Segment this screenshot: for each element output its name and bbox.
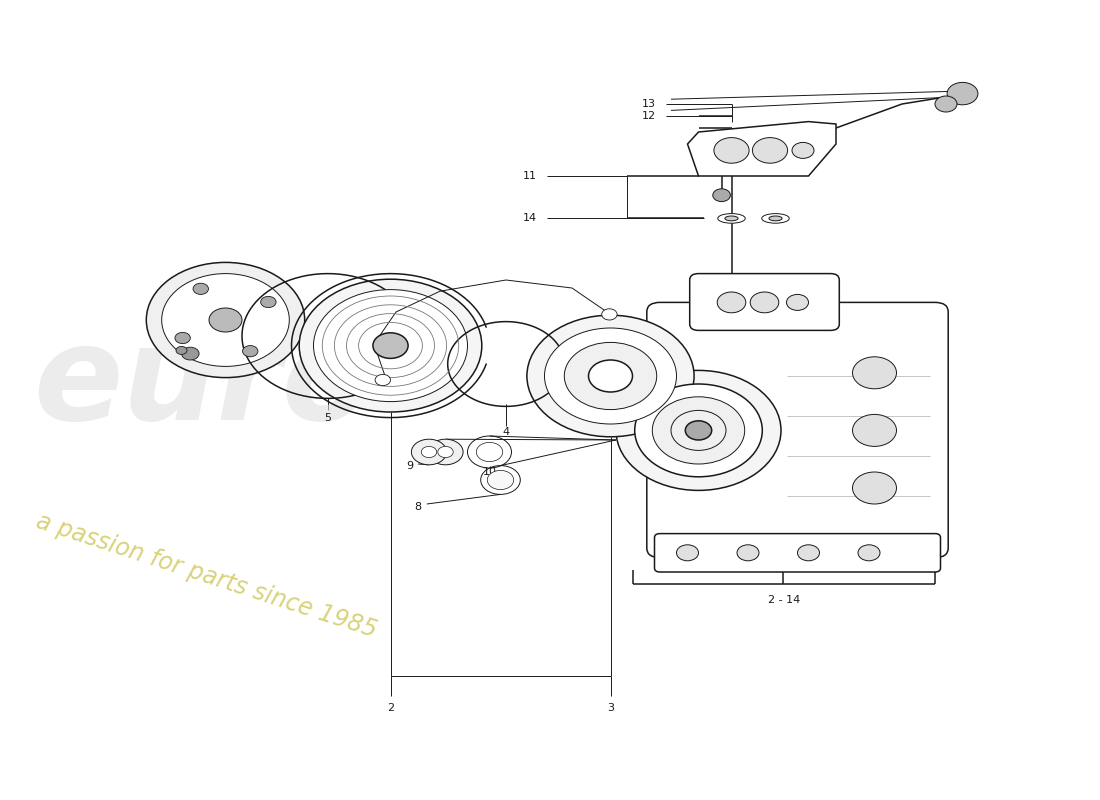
- Circle shape: [261, 297, 276, 308]
- Circle shape: [652, 397, 745, 464]
- Circle shape: [564, 342, 657, 410]
- Text: 6: 6: [224, 286, 231, 295]
- Text: 2: 2: [387, 703, 394, 713]
- Circle shape: [685, 421, 712, 440]
- Circle shape: [438, 446, 453, 458]
- Circle shape: [375, 374, 390, 386]
- Circle shape: [373, 333, 408, 358]
- Circle shape: [588, 360, 632, 392]
- Text: 14: 14: [522, 214, 537, 223]
- Ellipse shape: [725, 216, 738, 221]
- Text: 13: 13: [641, 99, 656, 109]
- Ellipse shape: [717, 214, 746, 223]
- Text: 3: 3: [607, 703, 614, 713]
- Circle shape: [487, 470, 514, 490]
- Circle shape: [935, 96, 957, 112]
- Circle shape: [314, 290, 468, 402]
- Circle shape: [544, 328, 676, 424]
- Text: 7: 7: [204, 286, 210, 295]
- Circle shape: [852, 357, 896, 389]
- Circle shape: [786, 294, 808, 310]
- Circle shape: [616, 370, 781, 490]
- Circle shape: [852, 472, 896, 504]
- Circle shape: [852, 414, 896, 446]
- Ellipse shape: [769, 216, 782, 221]
- Text: 12: 12: [641, 111, 656, 121]
- Text: 2 - 14: 2 - 14: [768, 595, 800, 605]
- Circle shape: [176, 346, 187, 354]
- Circle shape: [737, 545, 759, 561]
- Circle shape: [858, 545, 880, 561]
- Circle shape: [717, 292, 746, 313]
- Circle shape: [798, 545, 820, 561]
- Circle shape: [602, 309, 617, 320]
- FancyBboxPatch shape: [654, 534, 940, 572]
- Circle shape: [146, 262, 305, 378]
- Circle shape: [242, 346, 257, 357]
- Circle shape: [750, 292, 779, 313]
- Circle shape: [947, 82, 978, 105]
- Circle shape: [411, 439, 447, 465]
- Circle shape: [299, 279, 482, 412]
- Circle shape: [162, 274, 289, 366]
- Circle shape: [752, 138, 788, 163]
- FancyBboxPatch shape: [647, 302, 948, 558]
- Circle shape: [792, 142, 814, 158]
- Ellipse shape: [761, 214, 790, 223]
- Circle shape: [676, 545, 698, 561]
- Text: a passion for parts since 1985: a passion for parts since 1985: [33, 510, 379, 642]
- Text: 10: 10: [483, 467, 496, 477]
- Text: 1: 1: [690, 387, 696, 397]
- Text: 4: 4: [503, 427, 509, 437]
- Circle shape: [713, 189, 730, 202]
- Text: 11: 11: [522, 171, 537, 181]
- Circle shape: [635, 384, 762, 477]
- Circle shape: [194, 283, 209, 294]
- Circle shape: [209, 308, 242, 332]
- Circle shape: [428, 439, 463, 465]
- Text: euro: euro: [33, 321, 372, 447]
- Circle shape: [527, 315, 694, 437]
- Text: 9: 9: [407, 461, 414, 470]
- Text: 5: 5: [324, 413, 331, 422]
- Text: 8: 8: [415, 502, 421, 512]
- Circle shape: [421, 446, 437, 458]
- Circle shape: [175, 333, 190, 344]
- Circle shape: [182, 347, 199, 360]
- Circle shape: [714, 138, 749, 163]
- Polygon shape: [688, 122, 836, 176]
- FancyBboxPatch shape: [690, 274, 839, 330]
